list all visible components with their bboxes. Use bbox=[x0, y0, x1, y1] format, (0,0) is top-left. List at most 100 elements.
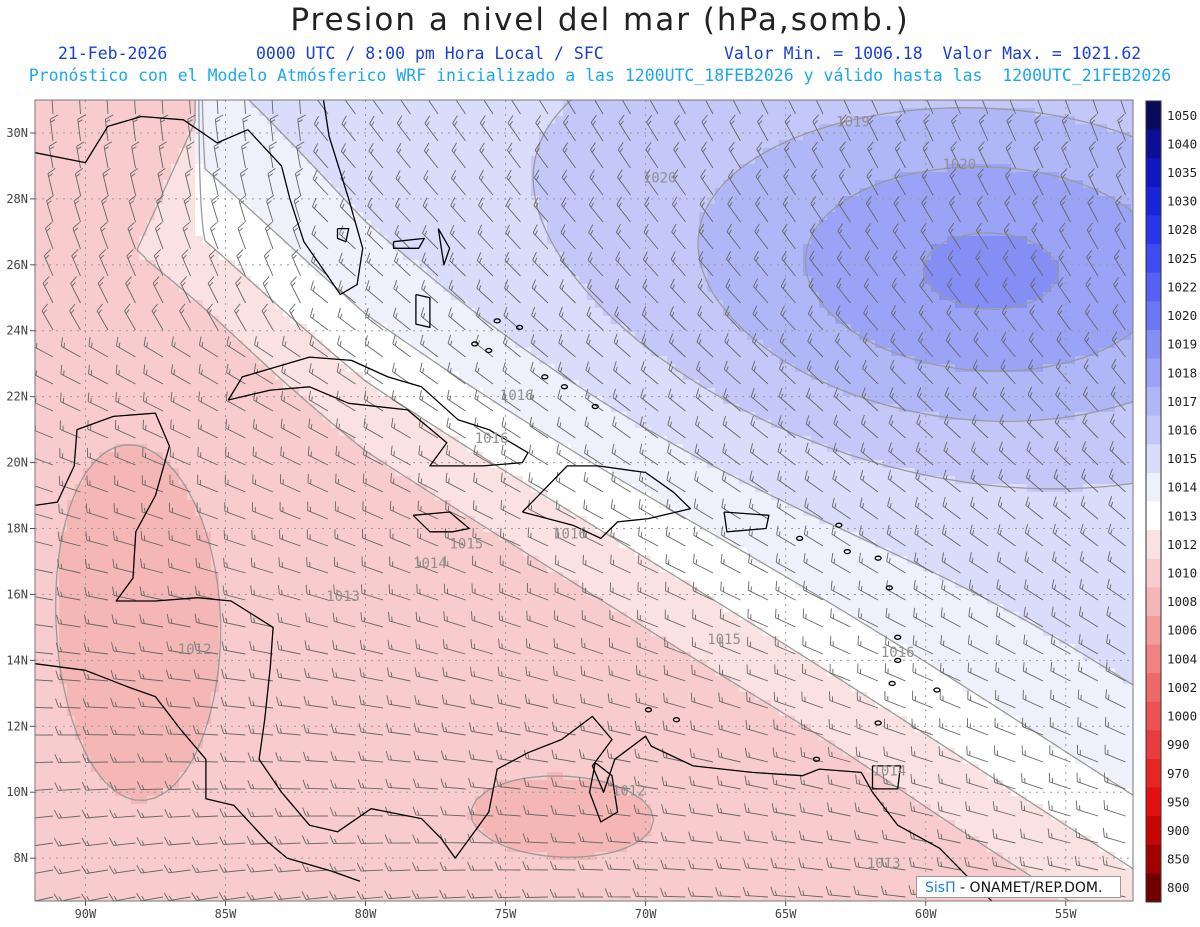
wind-barb bbox=[1055, 359, 1071, 385]
wind-barb bbox=[250, 585, 274, 601]
wind-barb bbox=[362, 473, 384, 493]
wind-barb bbox=[358, 723, 384, 736]
wind-barb bbox=[840, 114, 851, 142]
wind-barb bbox=[35, 481, 54, 493]
grand-bahama-coast bbox=[392, 237, 425, 249]
wind-barb bbox=[774, 664, 796, 682]
wind-barb bbox=[81, 781, 109, 791]
wind-barb bbox=[949, 168, 961, 196]
wind-barb bbox=[504, 252, 521, 277]
wind-barb bbox=[917, 332, 934, 358]
wind-barb bbox=[363, 445, 384, 466]
wind-barb bbox=[337, 307, 356, 331]
wind-barb bbox=[581, 637, 604, 655]
wind-barb bbox=[784, 114, 796, 142]
wind-barb bbox=[606, 749, 631, 763]
wind-barb bbox=[640, 388, 659, 412]
wind-barb bbox=[279, 529, 301, 547]
colorbar-label: 1012 bbox=[1167, 537, 1197, 552]
wind-barb bbox=[225, 446, 246, 466]
wind-barb bbox=[862, 359, 879, 385]
wind-barb bbox=[359, 639, 384, 655]
wind-barb bbox=[166, 613, 191, 628]
wind-barb bbox=[211, 194, 219, 223]
wind-barb bbox=[723, 360, 741, 385]
wind-barb bbox=[450, 197, 466, 223]
plot-frame bbox=[34, 99, 1134, 902]
wind-barb bbox=[140, 530, 164, 547]
wind-barb bbox=[859, 525, 879, 547]
wind-barb bbox=[726, 223, 741, 250]
wind-barb bbox=[502, 389, 521, 412]
wind-barb bbox=[83, 614, 109, 628]
wind-barb bbox=[770, 886, 796, 898]
wind-barb bbox=[637, 554, 659, 574]
colorbar-swatch bbox=[1146, 244, 1161, 274]
wind-barb bbox=[772, 747, 796, 763]
wind-barb bbox=[833, 415, 851, 439]
wind-barb bbox=[727, 196, 741, 223]
wind-barb bbox=[941, 524, 961, 547]
wind-barb bbox=[811, 141, 824, 169]
wind-barb bbox=[275, 724, 301, 736]
isobar-1012 bbox=[136, 100, 1071, 901]
wind-barb bbox=[1113, 277, 1126, 304]
wind-barb bbox=[991, 856, 1016, 871]
wind-barb bbox=[500, 500, 521, 520]
wind-barb bbox=[1034, 114, 1044, 142]
wind-barb bbox=[558, 334, 576, 358]
wind-barb bbox=[777, 415, 796, 439]
wind-barb bbox=[389, 556, 411, 574]
lat-tick-label: 8N bbox=[14, 851, 28, 865]
wind-barb bbox=[502, 334, 521, 358]
wind-barb bbox=[689, 776, 714, 790]
wind-barb bbox=[366, 252, 384, 277]
wind-barb bbox=[194, 613, 219, 628]
wind-barb bbox=[922, 141, 934, 169]
wind-barb bbox=[910, 746, 934, 763]
wind-barb bbox=[772, 775, 796, 790]
wind-barb bbox=[137, 753, 164, 763]
wind-barb bbox=[913, 607, 934, 628]
wind-barb bbox=[865, 195, 879, 223]
wind-barb bbox=[192, 780, 219, 790]
lat-tick-label: 12N bbox=[6, 719, 28, 733]
wind-barb bbox=[134, 100, 136, 115]
small-island bbox=[515, 324, 524, 331]
wind-barb bbox=[330, 779, 356, 790]
wind-barb bbox=[748, 498, 769, 520]
wind-barb bbox=[1009, 100, 1016, 115]
wind-barb bbox=[798, 858, 824, 871]
wind-barb bbox=[505, 224, 521, 250]
isobar-1014 bbox=[201, 100, 1133, 796]
wind-barb bbox=[700, 169, 714, 196]
wind-barb bbox=[640, 361, 659, 385]
wind-barb bbox=[803, 553, 824, 574]
wind-barb bbox=[413, 750, 439, 763]
wind-barb bbox=[856, 718, 879, 736]
wind-barb bbox=[74, 168, 84, 196]
wind-barb bbox=[331, 668, 356, 682]
wind-barb bbox=[302, 779, 329, 790]
wind-barb bbox=[191, 864, 219, 874]
wind-barb bbox=[723, 388, 741, 412]
wind-barb bbox=[1116, 141, 1126, 169]
wind-barb bbox=[777, 442, 796, 466]
colorbar-swatch bbox=[1146, 615, 1161, 646]
wind-barb bbox=[1048, 772, 1071, 790]
wind-barb bbox=[834, 332, 851, 358]
colorbar-label: 1022 bbox=[1167, 279, 1197, 294]
wind-barb bbox=[189, 100, 191, 115]
colorbar-label: 1035 bbox=[1167, 165, 1197, 180]
wind-barb bbox=[524, 721, 549, 736]
wind-barb bbox=[522, 833, 549, 844]
wind-barb bbox=[165, 697, 191, 709]
wind-barb bbox=[801, 691, 824, 709]
wind-barb bbox=[443, 583, 466, 601]
wind-barb bbox=[747, 608, 769, 628]
wind-barb bbox=[441, 722, 466, 736]
wind-barb bbox=[754, 223, 769, 250]
wind-barb bbox=[246, 863, 274, 873]
wind-barb bbox=[307, 473, 329, 493]
wind-barb bbox=[893, 195, 906, 223]
